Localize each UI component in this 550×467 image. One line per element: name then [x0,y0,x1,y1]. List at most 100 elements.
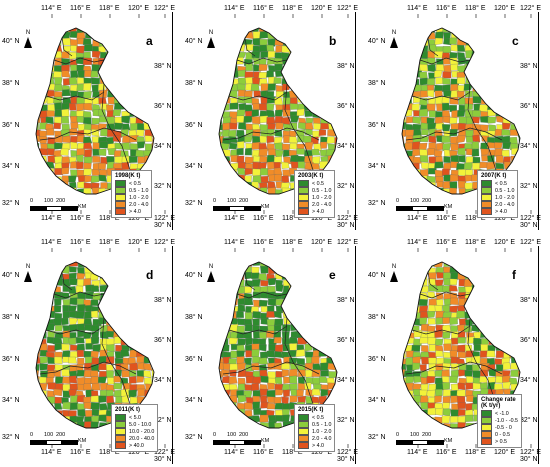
county-cell [451,337,459,345]
county-cell [61,369,71,377]
county-cell [76,161,84,170]
county-cell [487,116,497,124]
county-cell [334,317,337,326]
county-cell [296,108,305,117]
county-cell [54,77,63,85]
county-cell [236,109,246,117]
county-cell [404,28,414,34]
county-cell [402,89,407,98]
county-cell [91,64,100,72]
county-cell [517,195,525,201]
county-cell [136,78,145,86]
county-cell [303,135,312,143]
county-cell [427,89,435,98]
county-cell [91,84,99,93]
legend-item-label: -0.5 - 0 [495,424,512,431]
county-cell [129,32,139,40]
county-cell [450,123,460,131]
map-legend: 2007(K t) < 0.5 0.5 - 1.0 1.0 - 2.0 2.0 - 4.… [477,170,519,218]
county-cell [219,396,224,404]
county-cell [311,156,321,164]
county-cell [402,71,408,79]
county-cell [486,272,496,281]
map-legend: 2003(K t) < 0.5 0.5 - 1.0 1.0 - 2.0 2.0 - 4.… [294,170,336,218]
county-cell [275,28,284,33]
province-boundary [427,271,439,291]
county-cell [68,266,77,273]
county-cell [304,65,314,73]
county-cell [509,64,519,72]
county-cell [36,89,40,97]
county-cell [334,357,337,365]
county-cell [219,402,223,410]
legend-swatch [481,410,492,417]
county-cell [488,38,498,46]
county-cell [274,344,284,353]
county-cell [266,116,276,125]
county-cell [219,168,224,177]
county-cell [107,38,117,47]
scale-segment [412,206,428,211]
county-cell [40,63,49,72]
county-cell [319,70,329,78]
county-cell [144,285,153,293]
county-cell [428,272,437,280]
scale-segment [30,206,46,211]
county-cell [46,262,56,267]
county-cell [404,65,414,73]
province-boundary [61,37,73,57]
county-cell [319,306,329,313]
county-cell [229,272,238,281]
county-cell [472,63,482,72]
legend-item-label: > 0.5 [495,438,507,445]
county-cell [136,298,146,307]
lon-tick-label-bottom: 120° E [494,215,516,222]
county-cell [121,265,130,273]
county-cell [434,161,444,169]
lon-tick-label-top: 118° E [465,5,486,12]
lon-tick-label-bottom: 114° E [407,449,428,456]
county-cell [434,395,442,404]
county-cell [494,286,504,294]
county-cell [289,103,299,110]
county-cell [334,69,337,78]
county-cell [503,272,512,280]
county-cell [159,156,166,163]
legend-item-label: -1.0 - -0.5 [495,417,518,424]
county-cell [68,421,78,428]
scale-tick-label: 0 [213,198,217,204]
county-cell [260,280,269,287]
county-cell [273,77,282,85]
county-cell [479,161,488,169]
legend-swatch [298,194,309,201]
county-cell [90,285,100,292]
county-cell [266,135,275,144]
county-cell [517,262,520,267]
legend-item: -1.0 - -0.5 [481,417,518,424]
scale-segment [46,440,62,445]
scale-segment [428,206,444,211]
county-cell [412,116,422,125]
county-cell [36,51,41,60]
county-cell [70,395,79,404]
county-cell [36,305,41,313]
county-cell [402,416,406,424]
county-cell [342,124,349,131]
county-cell [244,402,253,410]
county-cell [456,135,466,144]
lat-tick-label-left: 32° N [185,434,203,441]
county-cell [259,135,267,144]
county-cell [219,292,224,300]
county-cell [335,110,337,117]
county-cell [319,89,328,97]
county-cell [473,70,482,79]
county-cell [283,123,291,131]
county-cell [296,324,306,332]
county-cell [151,318,154,327]
lat-tick-label-right: 34° N [154,143,172,150]
county-cell [420,122,429,130]
lon-tick-label-bottom: 118° E [465,215,486,222]
county-cell [456,77,466,85]
lat-tick-label-right: 38° N [337,63,355,70]
county-cell [219,422,224,428]
